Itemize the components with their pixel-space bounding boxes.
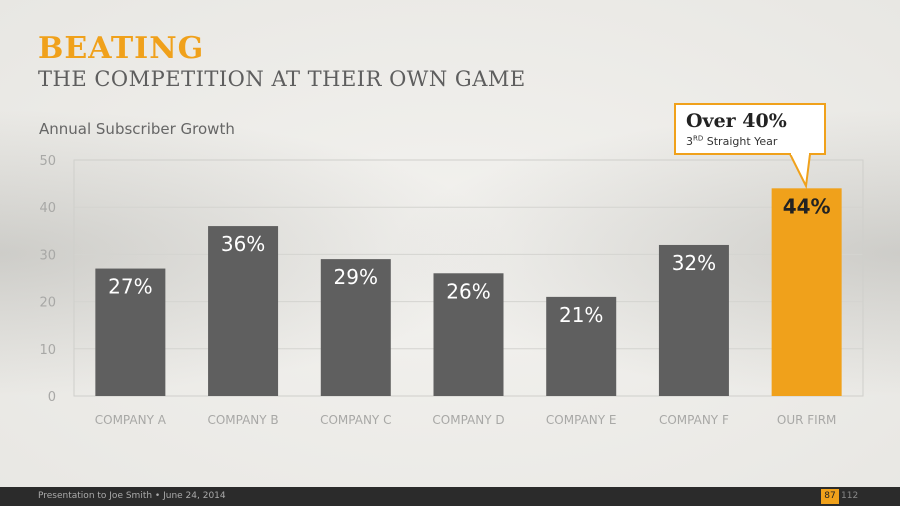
bar (771, 188, 842, 396)
bar-value-label: 32% (672, 251, 716, 275)
bar-value-label: 21% (559, 303, 603, 327)
y-tick-label: 20 (39, 296, 56, 311)
footer-bar: Presentation to Joe Smith • June 24, 201… (0, 487, 900, 506)
x-category-label: COMPANY D (432, 413, 504, 427)
callout-box: Over 40% 3RD Straight Year (674, 103, 826, 155)
page-subtitle: THE COMPETITION AT THEIR OWN GAME (38, 67, 526, 91)
x-category-label: COMPANY E (546, 413, 617, 427)
page-total: 112 (841, 491, 859, 501)
x-category-label: COMPANY A (95, 413, 167, 427)
bar (208, 226, 279, 396)
bar (658, 244, 729, 396)
chart-title: Annual Subscriber Growth (39, 120, 235, 138)
bar-value-label: 26% (446, 279, 490, 303)
bar (433, 273, 504, 396)
x-category-label: OUR FIRM (777, 413, 837, 427)
page-number: 87 (821, 489, 839, 504)
bar-value-label: 36% (221, 232, 265, 256)
y-tick-label: 50 (39, 154, 56, 169)
callout-note: 3RD Straight Year (686, 135, 777, 149)
footer-text: Presentation to Joe Smith • June 24, 201… (38, 491, 226, 501)
callout-note-suffix: Straight Year (703, 135, 778, 148)
callout-note-superscript: RD (693, 134, 704, 143)
y-tick-label: 10 (39, 343, 56, 358)
x-category-label: COMPANY F (659, 413, 729, 427)
y-tick-label: 30 (39, 248, 56, 263)
page-title: BEATING (38, 31, 205, 66)
bar (95, 268, 166, 396)
bar-value-label: 27% (108, 275, 152, 299)
x-category-label: COMPANY C (320, 413, 391, 427)
y-tick-label: 40 (39, 201, 56, 216)
bar-value-label: 29% (334, 265, 378, 289)
bar (546, 296, 617, 396)
x-category-label: COMPANY B (207, 413, 278, 427)
callout-note-prefix: 3 (686, 135, 693, 148)
callout-title: Over 40% (686, 110, 787, 132)
y-tick-label: 0 (48, 390, 56, 405)
bar (320, 259, 391, 396)
bar-value-label: 44% (783, 194, 831, 218)
